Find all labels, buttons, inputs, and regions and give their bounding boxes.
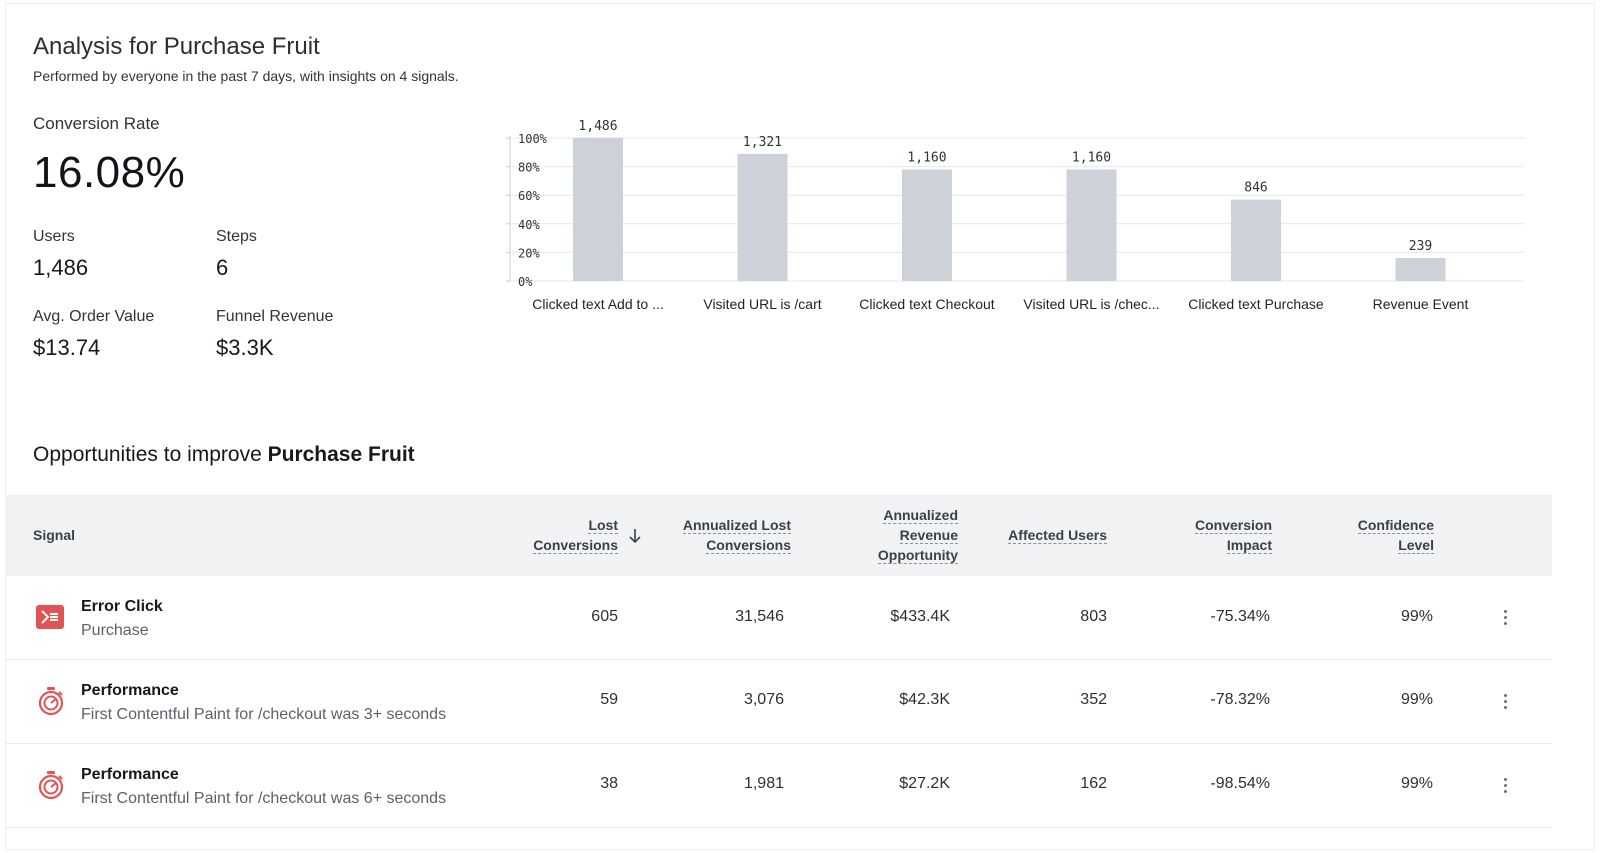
conversion-rate-value: 16.08% (33, 148, 186, 197)
signal-title: Performance (81, 682, 179, 699)
column-annualized-lost-conversions[interactable]: Annualized Lost Conversions (660, 515, 791, 555)
avg-order-value-label: Avg. Order Value (33, 308, 155, 325)
chart-bar[interactable] (902, 169, 952, 281)
revenue-opportunity-value: $42.3K (899, 691, 950, 708)
column-impact-line2: Impact (1226, 537, 1272, 554)
conversion-impact-value: -75.34% (1210, 608, 1270, 625)
y-tick-label: 40% (518, 218, 540, 232)
bar-value-label: 846 (1244, 181, 1267, 196)
column-conversion-impact[interactable]: Conversion Impact (1160, 515, 1272, 555)
sort-descending-icon[interactable] (627, 527, 643, 545)
signal-subtitle: First Contentful Paint for /checkout was… (81, 790, 447, 807)
signal-subtitle: First Contentful Paint for /checkout was… (81, 706, 447, 723)
funnel-revenue-label: Funnel Revenue (216, 308, 334, 325)
column-affected-users[interactable]: Affected Users (980, 525, 1107, 545)
column-confidence-line1: Confidence (1357, 517, 1434, 534)
table-header (5, 495, 1552, 576)
bar-category-label: Clicked text Add to ... (532, 296, 664, 312)
page-subtitle: Performed by everyone in the past 7 days… (33, 68, 459, 84)
avg-order-value: $13.74 (33, 335, 101, 360)
column-confidence-line2: Level (1398, 537, 1434, 554)
y-tick-label: 60% (518, 189, 540, 203)
funnel-bar-chart: 100% 80% 60% 40% 20% 0% 1,486 1,321 1,160 1,160 84… (506, 119, 1524, 289)
column-impact-line1: Conversion (1194, 517, 1272, 534)
table-row[interactable] (5, 744, 1552, 828)
confidence-value: 99% (1400, 691, 1433, 708)
annualized-lost-value: 31,546 (735, 608, 784, 625)
bar-category-label: Revenue Event (1372, 296, 1469, 312)
signal-title: Performance (81, 766, 179, 783)
revenue-opportunity-value: $433.4K (890, 608, 950, 625)
chart-bar[interactable] (1395, 258, 1446, 281)
bar-value-label: 1,321 (743, 135, 782, 150)
stopwatch-icon (38, 687, 64, 716)
bar-category-label: Clicked text Purchase (1188, 296, 1324, 312)
y-tick-label: 80% (518, 161, 540, 175)
confidence-value: 99% (1400, 608, 1433, 625)
annualized-lost-value: 3,076 (743, 691, 784, 708)
lost-conversions-value: 38 (600, 775, 618, 792)
column-lost-line2: Conversions (533, 537, 618, 554)
bar-value-label: 1,160 (907, 150, 946, 165)
column-annualized-revenue-opportunity[interactable]: Annualized Revenue Opportunity (840, 505, 958, 565)
opportunities-title-funnel: Purchase Fruit (267, 443, 415, 466)
signal-title: Error Click (81, 598, 163, 615)
row-menu-icon[interactable] (1502, 694, 1510, 712)
stopwatch-icon (38, 771, 64, 800)
row-menu-icon[interactable] (1502, 610, 1510, 628)
column-signal: Signal (33, 527, 76, 543)
column-ann-rev-line1: Annualized (883, 507, 958, 524)
lost-conversions-value: 59 (600, 691, 618, 708)
table-row[interactable] (5, 660, 1552, 744)
bar-value-label: 1,486 (578, 119, 617, 134)
lost-conversions-value: 605 (591, 608, 618, 625)
chart-bar[interactable] (737, 153, 788, 281)
bar-category-label: Visited URL is /chec... (1023, 296, 1160, 312)
users-label: Users (33, 228, 75, 245)
column-confidence-level[interactable]: Confidence Level (1320, 515, 1434, 555)
affected-users-value: 803 (1080, 608, 1107, 625)
funnel-revenue-value: $3.3K (216, 335, 274, 360)
chart-bar[interactable] (573, 138, 623, 281)
affected-users-value: 162 (1080, 775, 1107, 792)
bar-category-label: Visited URL is /cart (703, 296, 822, 312)
conversion-impact-value: -78.32% (1210, 691, 1270, 708)
annualized-lost-value: 1,981 (743, 775, 784, 792)
error-click-icon (36, 605, 64, 629)
page-title: Analysis for Purchase Fruit (33, 33, 320, 60)
confidence-value: 99% (1400, 775, 1433, 792)
conversion-rate-label: Conversion Rate (33, 114, 160, 133)
conversion-impact-value: -98.54% (1210, 775, 1270, 792)
revenue-opportunity-value: $27.2K (899, 775, 950, 792)
bar-value-label: 239 (1409, 239, 1432, 254)
column-ann-lost-line1: Annualized Lost (682, 517, 791, 534)
column-lost-line1: Lost (588, 517, 618, 534)
opportunities-title: Opportunities to improve Purchase Fruit (33, 443, 415, 467)
column-affected-label: Affected Users (1008, 527, 1107, 544)
table-row[interactable] (5, 576, 1552, 660)
analysis-card (5, 3, 1595, 850)
bar-category-label: Clicked text Checkout (859, 296, 995, 312)
steps-value: 6 (216, 255, 229, 280)
row-menu-icon[interactable] (1502, 778, 1510, 796)
chart-bar[interactable] (1231, 199, 1281, 281)
column-ann-rev-line2: Revenue (899, 527, 958, 544)
chart-bar[interactable] (1066, 169, 1117, 281)
bar-value-label: 1,160 (1072, 150, 1111, 165)
y-tick-label: 100% (518, 132, 548, 146)
opportunities-title-prefix: Opportunities to improve (33, 443, 268, 466)
column-ann-lost-line2: Conversions (706, 537, 791, 554)
y-tick-label: 0% (518, 275, 533, 289)
column-ann-rev-line3: Opportunity (877, 547, 958, 564)
users-value: 1,486 (33, 255, 89, 280)
signal-subtitle: Purchase (81, 622, 149, 639)
column-lost-conversions[interactable]: Lost Conversions (518, 515, 618, 555)
y-tick-label: 20% (518, 246, 540, 260)
steps-label: Steps (216, 228, 257, 245)
affected-users-value: 352 (1080, 691, 1107, 708)
